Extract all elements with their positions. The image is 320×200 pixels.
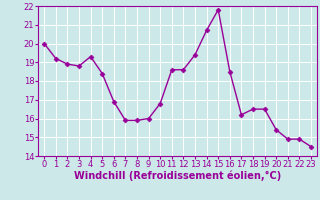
X-axis label: Windchill (Refroidissement éolien,°C): Windchill (Refroidissement éolien,°C) xyxy=(74,171,281,181)
